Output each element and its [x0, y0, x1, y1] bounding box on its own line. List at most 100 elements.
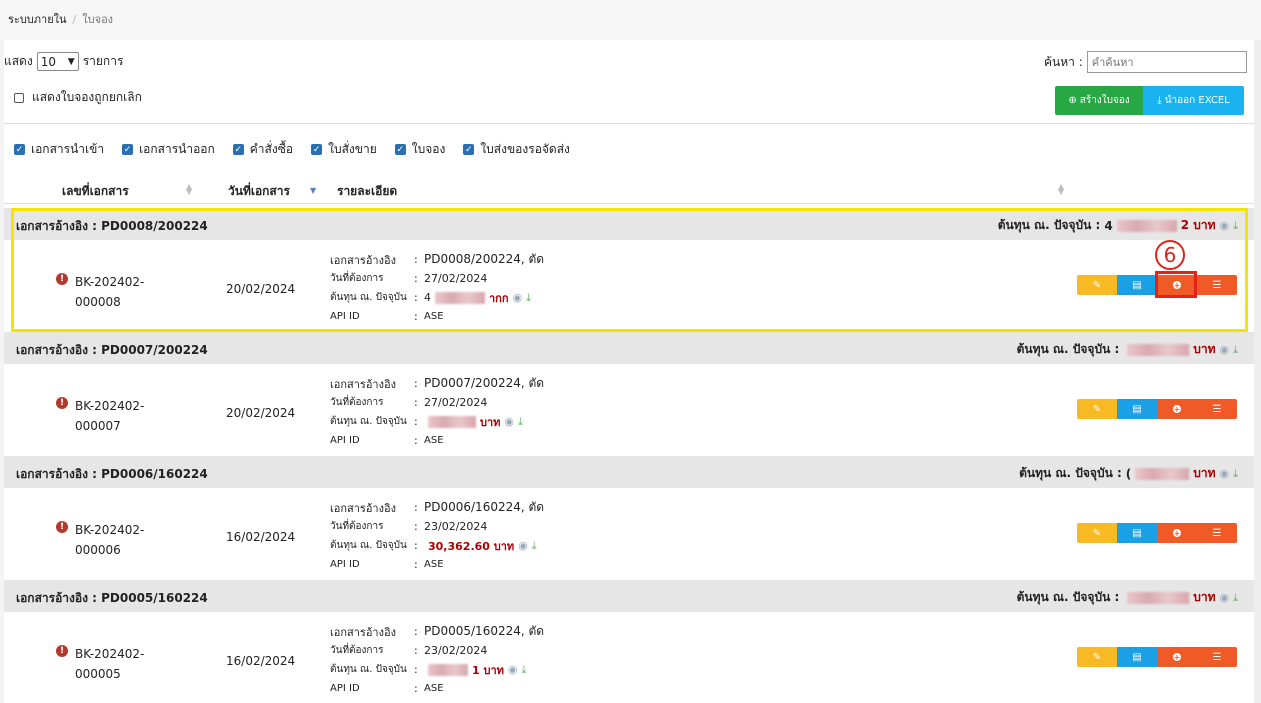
blurred-value [1127, 343, 1190, 356]
download-icon[interactable]: ⤓ [1233, 590, 1238, 604]
checkbox-checked-icon[interactable]: ✓ [394, 144, 406, 155]
document-button[interactable]: ▤ [1117, 399, 1157, 419]
breadcrumb-root[interactable]: ระบบภายใน [8, 13, 67, 26]
doc-date: 20/02/2024 [226, 406, 296, 420]
download-icon[interactable]: ⤓ [518, 414, 523, 428]
filter-import[interactable]: ✓ เอกสารนำเข้า [14, 142, 105, 156]
eye-icon[interactable]: ◉ [1219, 219, 1230, 232]
group-ref: เอกสารอ้างอิง : PD0006/160224 [16, 467, 208, 481]
document-button[interactable]: ▤ [1117, 647, 1157, 667]
header-doc-no[interactable]: เลขที่เอกสาร [62, 184, 129, 198]
group-header: เอกสารอ้างอิง : PD0007/200224 ต้นทุน ณ. … [4, 332, 1254, 364]
add-button[interactable]: + [1157, 399, 1197, 419]
table-row: ! BK-202402- 000008 20/02/2024 เอกสารอ้าง… [4, 240, 1254, 332]
table-row: ! BK-202402- 000007 20/02/2024 เอกสารอ้าง… [4, 364, 1254, 456]
breadcrumb-current: ใบจอง [82, 13, 114, 26]
menu-button[interactable]: ☰ [1197, 647, 1237, 667]
warning-icon: ! [56, 273, 68, 285]
plus-circle-icon: + [1173, 280, 1181, 290]
page-length-select[interactable]: 10 ▼ [36, 52, 79, 71]
edit-button[interactable]: ✎ [1077, 523, 1117, 543]
download-icon[interactable]: ⤓ [1233, 342, 1238, 356]
menu-button[interactable]: ☰ [1197, 275, 1237, 295]
plus-circle-icon: + [1173, 652, 1181, 662]
blurred-value [1127, 591, 1190, 604]
search-input[interactable] [1086, 51, 1247, 73]
checkbox-checked-icon[interactable]: ✓ [122, 144, 134, 155]
row-details: เอกสารอ้างอิง: PD0007/200224, ตัด วันที่ต… [330, 376, 545, 447]
group-cost: ต้นทุน ณ. ปัจจุบัน : บาท ◉ ⤓ [1016, 342, 1238, 356]
download-icon[interactable]: ⤓ [1233, 218, 1238, 232]
group-header: เอกสารอ้างอิง : PD0006/160224 ต้นทุน ณ. … [4, 456, 1254, 488]
export-excel-button[interactable]: ⤓ นำออก EXCEL [1143, 86, 1244, 115]
checkbox-checked-icon[interactable]: ✓ [311, 144, 323, 155]
filter-sales-order[interactable]: ✓ ใบสั่งขาย [311, 142, 377, 156]
group-ref: เอกสารอ้างอิง : PD0005/160224 [16, 591, 208, 605]
menu-button[interactable]: ☰ [1197, 399, 1237, 419]
header-date[interactable]: วันที่เอกสาร [228, 184, 290, 198]
plus-circle-icon: + [1173, 528, 1181, 538]
eye-icon[interactable]: ◉ [504, 415, 515, 428]
table-row: ! BK-202402- 000005 16/02/2024 เอกสารอ้าง… [4, 612, 1254, 703]
checkbox-checked-icon[interactable]: ✓ [232, 144, 244, 155]
show-label: แสดง [4, 54, 33, 68]
eye-icon[interactable]: ◉ [1219, 343, 1230, 356]
doc-number[interactable]: BK-202402- 000005 [75, 647, 145, 681]
doc-date: 20/02/2024 [226, 282, 296, 296]
show-cancelled-checkbox[interactable]: แสดงใบจองถูกยกเลิก [14, 88, 142, 107]
blurred-value [435, 291, 485, 304]
row-details: เอกสารอ้างอิง: PD0008/200224, ตัด วันที่ต… [330, 252, 545, 323]
menu-button[interactable]: ☰ [1197, 523, 1237, 543]
edit-button[interactable]: ✎ [1077, 399, 1117, 419]
download-icon[interactable]: ⤓ [526, 290, 531, 304]
download-icon[interactable]: ⤓ [1233, 466, 1238, 480]
filter-booking[interactable]: ✓ ใบจอง [394, 142, 446, 156]
add-button[interactable]: + [1157, 275, 1197, 295]
checkbox-checked-icon[interactable]: ✓ [463, 144, 475, 155]
plus-circle-icon: ⊕ [1068, 95, 1077, 106]
download-icon[interactable]: ⤓ [531, 538, 537, 552]
document-button[interactable]: ▤ [1117, 523, 1157, 543]
sort-icon[interactable]: ▲ ▼ [1058, 182, 1065, 196]
edit-button[interactable]: ✎ [1077, 647, 1117, 667]
edit-button[interactable]: ✎ [1077, 275, 1117, 295]
sort-desc-icon[interactable]: ▼ [310, 186, 317, 195]
blurred-value [1135, 467, 1190, 480]
search-label: ค้นหา : [1044, 54, 1083, 69]
download-icon[interactable]: ⤓ [521, 662, 527, 676]
eye-icon[interactable]: ◉ [518, 539, 528, 552]
group-header: เอกสารอ้างอิง : PD0005/160224 ต้นทุน ณ. … [4, 580, 1254, 612]
search-control: ค้นหา : [1044, 51, 1247, 73]
row-actions: ✎ ▤ + ☰ [1077, 275, 1237, 295]
warning-icon: ! [56, 397, 68, 409]
filter-pending-delivery[interactable]: ✓ ใบส่งของรอจัดส่ง [463, 142, 570, 156]
main-card: แสดง 10▼ รายการ ค้นหา : แสดงใบจองถูกยกเล… [4, 40, 1254, 703]
doc-number[interactable]: BK-202402- 000008 [75, 275, 145, 309]
page-length-control: แสดง 10 ▼ รายการ [4, 52, 123, 71]
blurred-value [1116, 219, 1177, 232]
plus-circle-icon: + [1173, 404, 1181, 414]
filter-purchase-order[interactable]: ✓ คำสั่งซื้อ [232, 142, 294, 156]
sort-icon[interactable]: ▲ ▼ [186, 182, 193, 196]
eye-icon[interactable]: ◉ [512, 291, 523, 304]
doc-number[interactable]: BK-202402- 000007 [75, 399, 145, 433]
doc-type-filters: ✓ เอกสารนำเข้า ✓ เอกสารนำออก ✓ คำสั่งซื้อ ✓… [14, 140, 570, 159]
eye-icon[interactable]: ◉ [1219, 467, 1230, 480]
group-header: เอกสารอ้างอิง : PD0008/200224 ต้นทุน ณ. … [4, 208, 1254, 240]
create-booking-button[interactable]: ⊕ สร้างใบจอง [1055, 86, 1143, 115]
group-ref: เอกสารอ้างอิง : PD0007/200224 [16, 343, 208, 357]
download-icon: ⤓ [1157, 95, 1162, 106]
eye-icon[interactable]: ◉ [507, 663, 518, 676]
doc-date: 16/02/2024 [226, 654, 296, 668]
add-button[interactable]: + [1157, 647, 1197, 667]
header-detail[interactable]: รายละเอียด [337, 184, 398, 198]
document-button[interactable]: ▤ [1117, 275, 1157, 295]
add-button[interactable]: + [1157, 523, 1197, 543]
checkbox-icon[interactable] [14, 92, 24, 103]
filter-export[interactable]: ✓ เอกสารนำออก [122, 142, 215, 156]
checkbox-checked-icon[interactable]: ✓ [14, 144, 25, 155]
doc-number[interactable]: BK-202402- 000006 [75, 523, 145, 557]
scrollbar[interactable] [1254, 40, 1261, 703]
eye-icon[interactable]: ◉ [1219, 591, 1230, 604]
